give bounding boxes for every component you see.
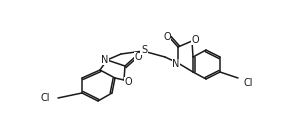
Text: O: O — [163, 32, 171, 42]
Text: N: N — [101, 55, 109, 65]
Text: O: O — [124, 77, 132, 87]
Text: O: O — [134, 52, 142, 62]
Text: N: N — [172, 59, 180, 69]
Text: Cl: Cl — [243, 78, 253, 88]
Text: S: S — [141, 45, 147, 55]
Text: O: O — [191, 35, 199, 45]
Text: Cl: Cl — [40, 93, 50, 103]
